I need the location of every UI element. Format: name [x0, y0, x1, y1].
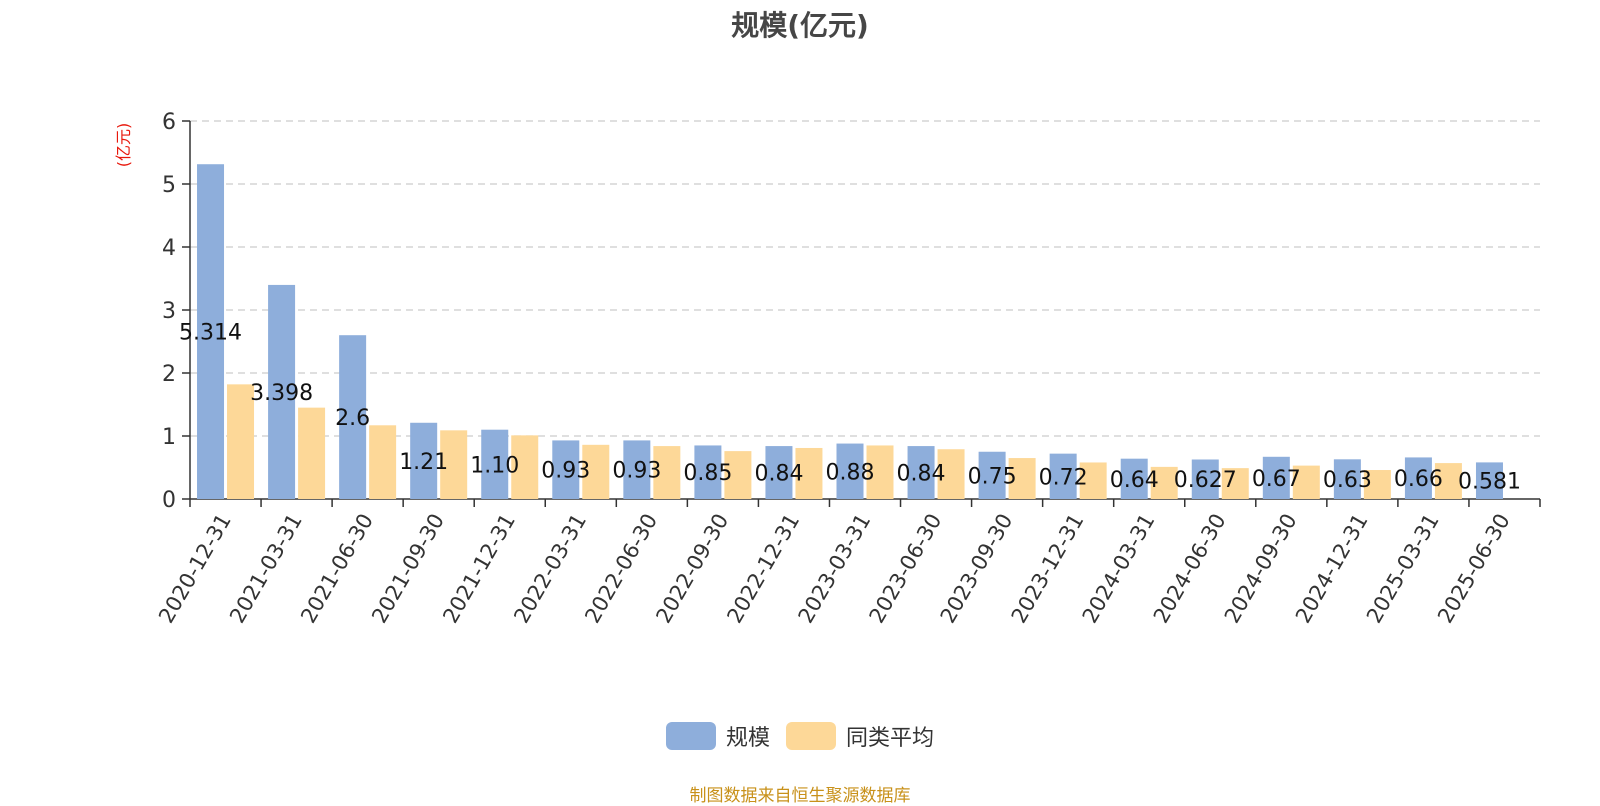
- data-label-scale: 0.84: [897, 462, 946, 487]
- bar-peer-average: [227, 384, 255, 499]
- bar-peer-average: [582, 444, 610, 499]
- bar-peer-average: [1434, 463, 1462, 499]
- bar-scale: [1475, 462, 1503, 499]
- bar-peer-average: [653, 446, 681, 499]
- x-tick-label: 2024-06-30: [1149, 510, 1231, 628]
- data-label-scale: 0.64: [1110, 468, 1159, 493]
- y-tick-label: 4: [162, 236, 176, 261]
- bar-peer-average: [298, 407, 326, 499]
- x-tick-label: 2021-06-30: [296, 510, 378, 628]
- data-label-scale: 0.63: [1323, 468, 1372, 493]
- x-tick-label: 2024-09-30: [1220, 510, 1302, 628]
- x-tick-label: 2022-03-31: [509, 510, 591, 628]
- bar-scale: [339, 335, 367, 499]
- bar-scale: [197, 164, 225, 499]
- bar-scale: [978, 451, 1006, 499]
- bar-peer-average: [866, 445, 894, 499]
- x-tick-label: 2025-03-31: [1362, 510, 1444, 628]
- data-label-scale: 0.93: [541, 459, 590, 484]
- data-label-scale: 0.88: [826, 460, 875, 485]
- bar-scale: [1191, 459, 1219, 499]
- data-label-scale: 0.93: [612, 459, 661, 484]
- bar-peer-average: [1079, 462, 1107, 499]
- x-tick-label: 2024-12-31: [1291, 510, 1373, 628]
- bar-scale: [836, 443, 864, 499]
- x-tick-label: 2022-09-30: [651, 510, 733, 628]
- x-tick-label: 2025-06-30: [1433, 510, 1515, 628]
- legend-swatch-peer-average: [786, 722, 836, 750]
- x-tick-label: 2023-12-31: [1007, 510, 1089, 628]
- bar-peer-average: [440, 430, 468, 499]
- bar-scale: [1404, 457, 1432, 499]
- data-label-scale: 1.10: [470, 453, 519, 478]
- bar-peer-average: [1008, 458, 1036, 499]
- bar-scale: [1333, 459, 1361, 499]
- bar-peer-average: [1221, 468, 1249, 499]
- y-tick-label: 1: [162, 425, 176, 450]
- x-tick-label: 2022-12-31: [722, 510, 804, 628]
- data-label-scale: 0.84: [754, 462, 803, 487]
- bar-scale: [410, 422, 438, 499]
- x-tick-label: 2023-03-31: [794, 510, 876, 628]
- y-axis-label: (亿元): [114, 123, 133, 168]
- bar-scale: [268, 284, 296, 499]
- y-tick-label: 0: [162, 488, 176, 513]
- data-label-scale: 0.67: [1252, 467, 1301, 492]
- x-tick-label: 2022-06-30: [580, 510, 662, 628]
- x-tick-label: 2021-09-30: [367, 510, 449, 628]
- y-tick-label: 2: [162, 362, 176, 387]
- bar-peer-average: [724, 451, 752, 499]
- legend-label-peer-average: 同类平均: [846, 726, 935, 751]
- bar-scale: [907, 446, 935, 499]
- data-label-scale: 0.581: [1458, 470, 1521, 495]
- bar-peer-average: [795, 447, 823, 499]
- data-label-scale: 0.66: [1394, 467, 1443, 492]
- data-label-scale: 1.21: [399, 450, 448, 475]
- bar-scale: [1049, 453, 1077, 499]
- chart-title: 规模(亿元): [731, 9, 869, 42]
- x-tick-label: 2021-03-31: [225, 510, 307, 628]
- legend: 规模 同类平均: [0, 720, 1600, 752]
- bar-peer-average: [1292, 465, 1320, 499]
- bar-peer-average: [511, 435, 539, 499]
- bar-scale: [765, 446, 793, 499]
- legend-item-peer-average[interactable]: 同类平均: [786, 720, 934, 752]
- x-tick-label: 2020-12-31: [154, 510, 236, 628]
- data-label-scale: 5.314: [179, 321, 242, 346]
- bar-scale: [623, 440, 651, 499]
- legend-item-scale[interactable]: 规模: [665, 720, 770, 752]
- bar-scale: [1262, 456, 1290, 499]
- data-label-scale: 0.75: [968, 464, 1017, 489]
- bar-scale: [1120, 458, 1148, 499]
- data-label-scale: 3.398: [250, 381, 313, 406]
- bar-peer-average: [937, 449, 965, 499]
- x-tick-label: 2024-03-31: [1078, 510, 1160, 628]
- bar-peer-average: [1363, 470, 1391, 499]
- data-label-scale: 0.72: [1039, 465, 1088, 490]
- bar-scale: [552, 440, 580, 499]
- bar-scale: [694, 445, 722, 499]
- data-source-note: 制图数据来自恒生聚源数据库: [689, 786, 911, 806]
- x-tick-label: 2023-09-30: [936, 509, 1018, 627]
- bar-peer-average: [369, 425, 397, 499]
- x-tick-label: 2023-06-30: [865, 510, 947, 628]
- y-tick-label: 6: [162, 110, 176, 135]
- bar-scale: [481, 429, 509, 499]
- legend-label-scale: 规模: [725, 726, 770, 751]
- bar-peer-average: [1150, 466, 1178, 499]
- legend-swatch-scale: [665, 722, 716, 750]
- x-tick-label: 2021-12-31: [438, 510, 520, 628]
- data-label-scale: 2.6: [335, 406, 370, 431]
- y-tick-label: 3: [162, 299, 176, 324]
- data-label-scale: 0.85: [683, 461, 732, 486]
- y-tick-label: 5: [162, 173, 176, 198]
- data-label-scale: 0.627: [1174, 468, 1237, 493]
